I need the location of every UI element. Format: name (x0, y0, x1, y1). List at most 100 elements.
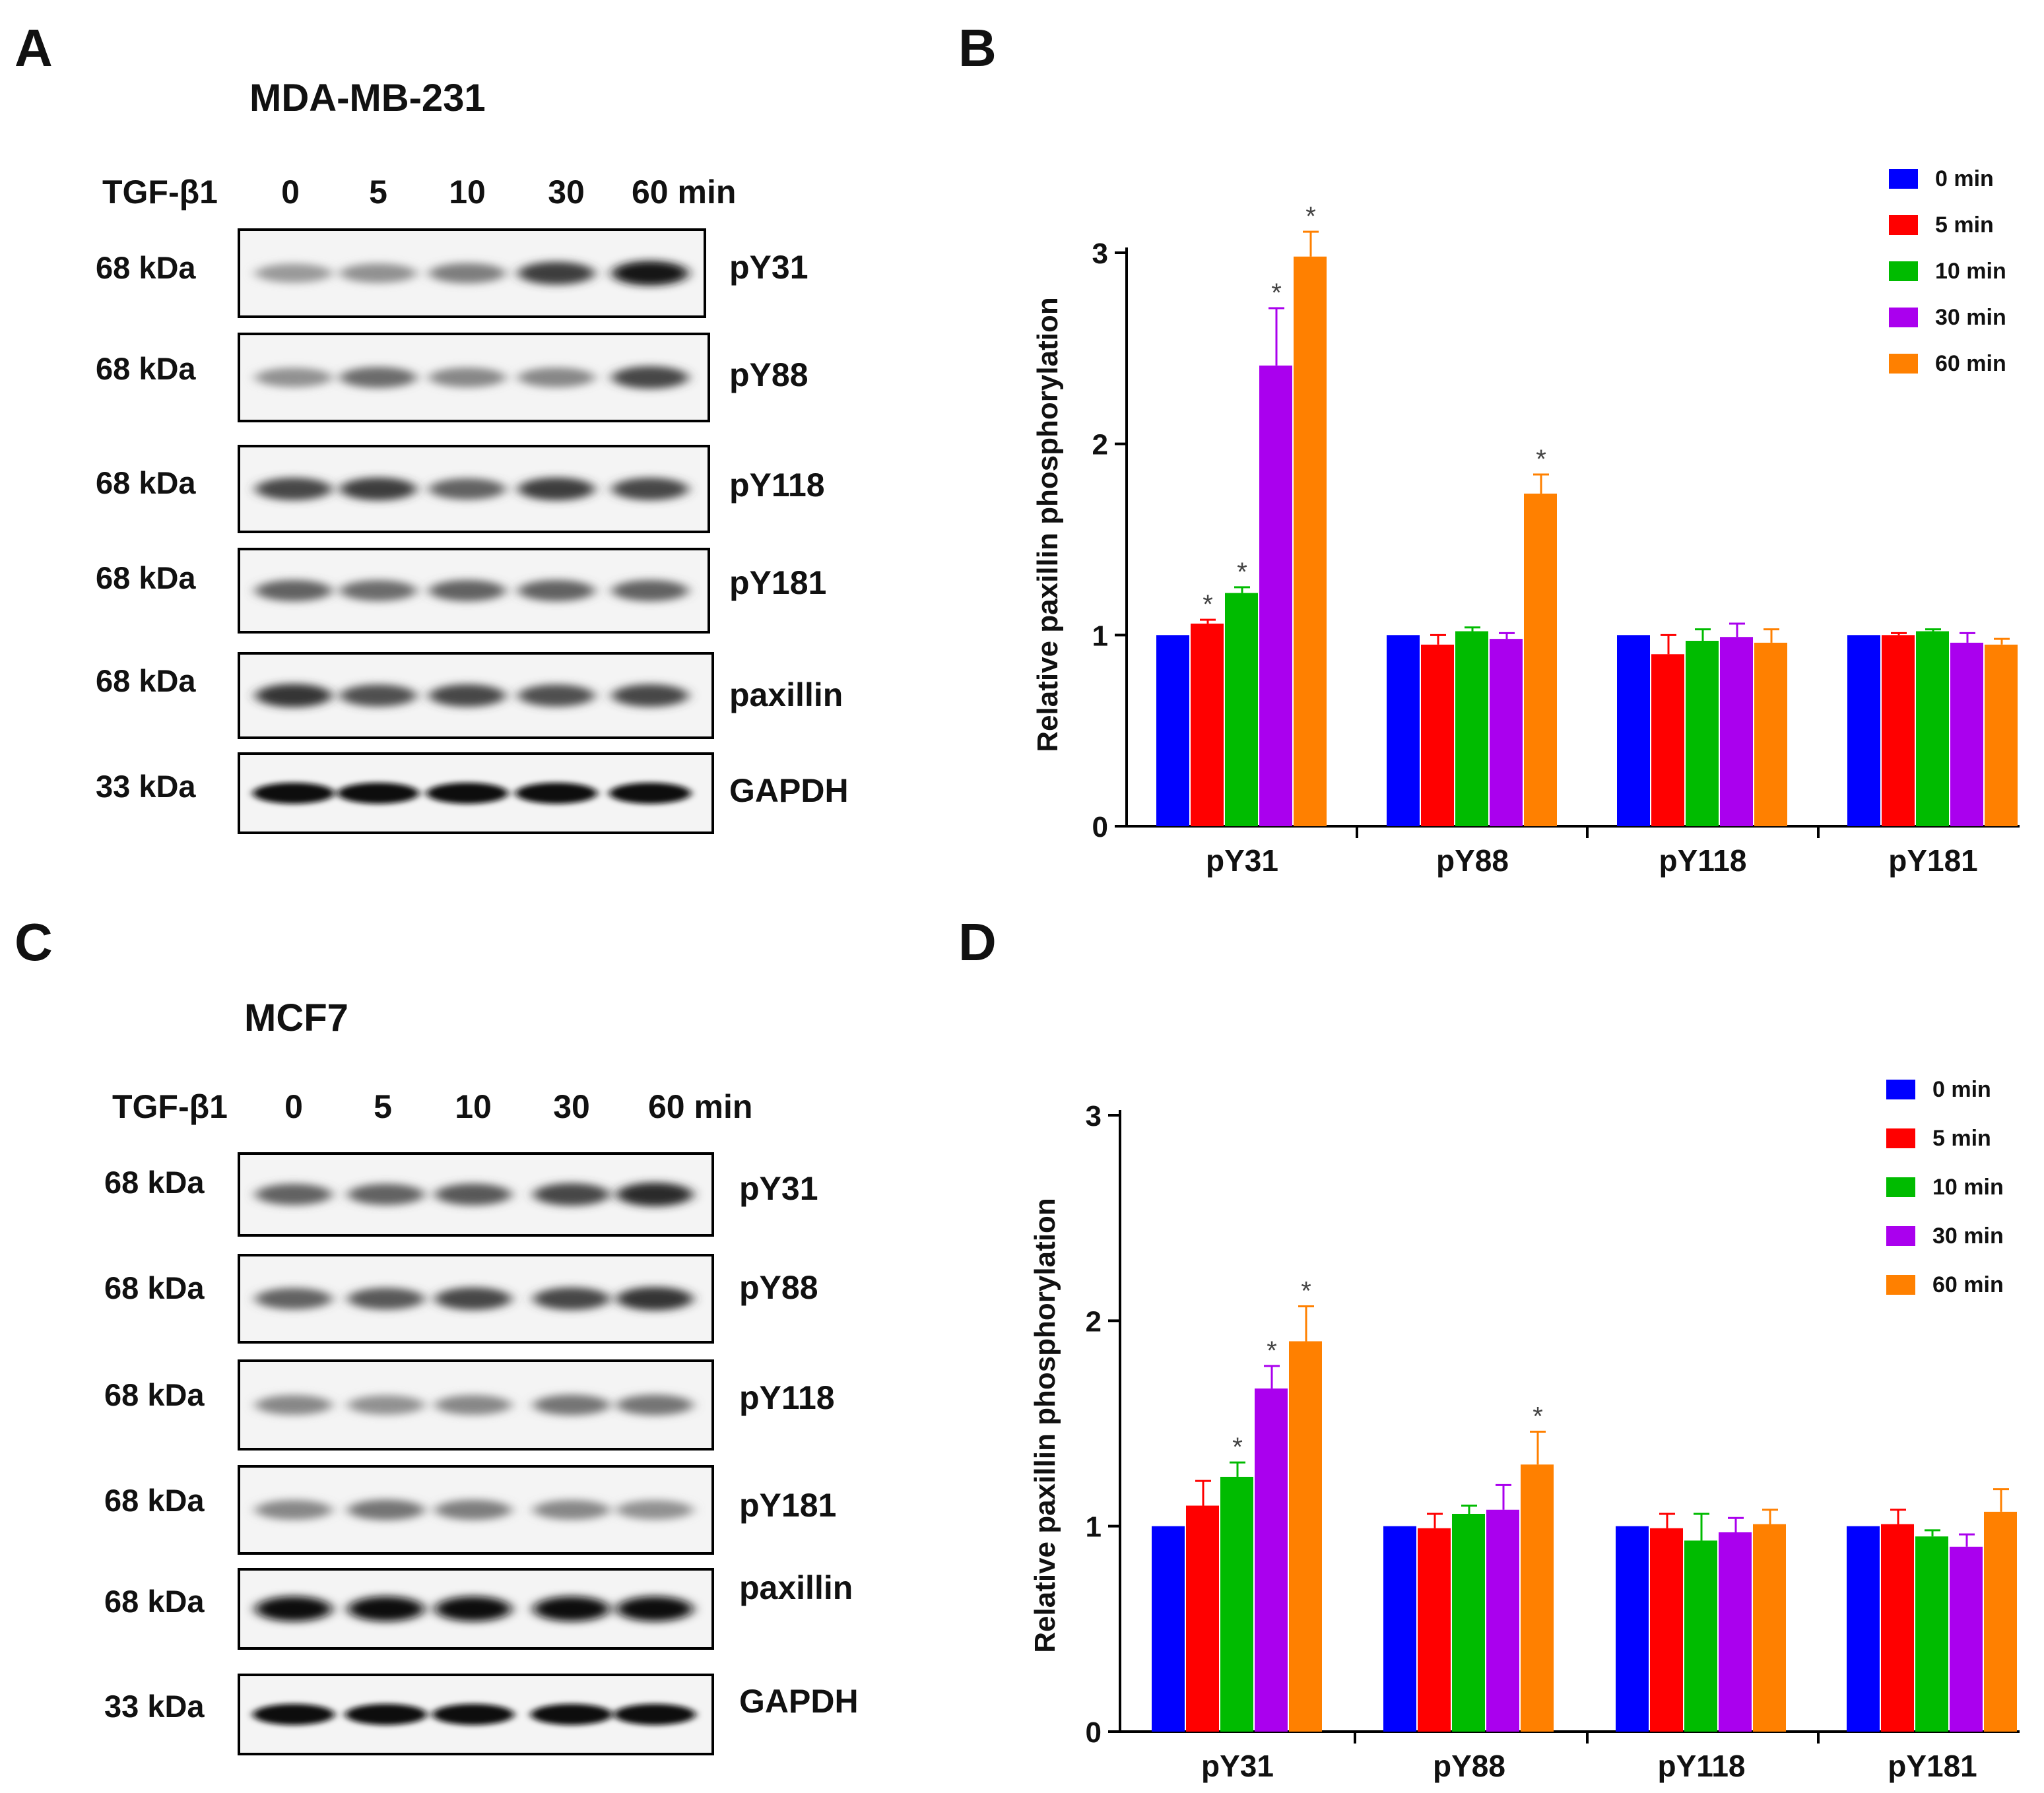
kda-label: 68 kDa (104, 1377, 205, 1412)
blot-band (255, 263, 332, 283)
blot-band (518, 477, 595, 501)
legend-swatch (1889, 215, 1918, 235)
legend-swatch (1886, 1275, 1915, 1295)
bar-pY118-60-min (1754, 642, 1787, 826)
blot-row-GAPDH (238, 752, 714, 834)
blot-row-pY118 (238, 1359, 714, 1451)
bar-pY31-60-min (1289, 1341, 1322, 1732)
blot-band (348, 1288, 424, 1310)
legend-label: 0 min (1932, 1077, 1991, 1102)
blot-row-paxillin (238, 652, 714, 739)
blot-band (533, 1596, 610, 1621)
blot-band (616, 1500, 693, 1520)
blot-row-label: pY31 (729, 249, 808, 286)
bar-pY88-5-min (1418, 1528, 1451, 1732)
bar-pY181-0-min (1847, 635, 1880, 826)
y-tick-label: 3 (1092, 238, 1108, 270)
blot-row-label: pY181 (729, 564, 826, 601)
cell-line-title: MDA-MB-231 (249, 77, 486, 119)
blot-band (435, 1499, 511, 1520)
panel-label-a: A (15, 18, 53, 77)
significance-star: * (1237, 558, 1247, 587)
bar-pY181-30-min (1950, 1546, 1983, 1732)
x-category-label: pY118 (1659, 843, 1747, 878)
bar-pY118-0-min (1617, 635, 1650, 826)
blot-band (616, 1287, 693, 1311)
treatment-label: TGF-β1 (102, 174, 218, 211)
bar-pY31-0-min (1156, 635, 1189, 826)
x-category-label: pY88 (1436, 843, 1509, 878)
blot-band (429, 367, 506, 388)
blot-band (348, 1395, 424, 1415)
blot-band (429, 263, 506, 284)
kda-label: 68 kDa (104, 1165, 205, 1200)
western-blot-mcf7: MCF7 TGF-β1 0 5 10 30 60 min 68 kDa 68 k… (104, 996, 859, 1755)
blot-band (531, 1704, 612, 1725)
blot-band (518, 684, 595, 707)
bar-pY181-30-min (1950, 642, 1983, 826)
blot-band (612, 477, 688, 501)
bar-pY31-60-min (1294, 256, 1327, 826)
kda-label: 68 kDa (104, 1270, 205, 1305)
treatment-label: TGF-β1 (112, 1088, 228, 1125)
chart-d-plot: 0 1 2 3 * * * pY31 * pY88 pY118 pY181 0 min 5 min 10 m… (1086, 1077, 2020, 1783)
bar-pY88-0-min (1383, 1526, 1416, 1732)
blot-band (348, 1499, 424, 1520)
blot-row-GAPDH (238, 1674, 714, 1755)
western-blot-mda-mb-231: MDA-MB-231 TGF-β1 0 5 10 30 60 min 68 kD… (96, 77, 849, 834)
blot-bands (238, 1152, 714, 1755)
bar-pY31-0-min (1152, 1526, 1185, 1732)
bar-pY181-5-min (1882, 635, 1915, 826)
bar-pY88-0-min (1387, 635, 1420, 826)
legend-label: 30 min (1932, 1223, 2004, 1249)
x-category-label: pY88 (1433, 1749, 1505, 1783)
blot-band (253, 783, 335, 804)
y-tick-label: 2 (1086, 1305, 1102, 1338)
legend-label: 60 min (1932, 1272, 2004, 1297)
blot-row-pY88 (238, 333, 710, 422)
blot-band (435, 1287, 511, 1311)
legend-swatch (1889, 354, 1918, 374)
legend-label: 5 min (1932, 1126, 1991, 1151)
blot-band (340, 477, 416, 501)
y-tick-label: 1 (1086, 1511, 1102, 1544)
legend-label: 30 min (1935, 305, 2006, 330)
kda-label: 68 kDa (104, 1584, 205, 1619)
blot-row-pY31 (238, 228, 706, 318)
blot-band (429, 478, 506, 500)
blot-band (429, 684, 506, 707)
lane-label: 0 (284, 1088, 303, 1125)
blot-band (435, 1394, 511, 1416)
bar-pY118-10-min (1684, 1540, 1717, 1732)
blot-band (255, 1183, 332, 1206)
blot-band (614, 1704, 696, 1725)
chart-b-plot: 0 1 2 3 * * * * pY31 * pY88 pY118 pY181 0 min 5 min 10 … (1092, 166, 2020, 878)
blot-row-label: pY88 (729, 356, 808, 393)
kda-label: 33 kDa (96, 769, 196, 804)
legend-label: 10 min (1935, 259, 2006, 284)
lane-label: 5 (374, 1088, 392, 1125)
blot-band (515, 783, 597, 804)
blot-row-pY88 (238, 1254, 714, 1344)
kda-label: 68 kDa (96, 250, 196, 285)
blot-band (255, 579, 332, 602)
significance-star: * (1232, 1433, 1243, 1462)
bar-pY88-10-min (1452, 1513, 1485, 1732)
blot-row-paxillin (238, 1568, 714, 1650)
panel-label-d: D (958, 913, 997, 971)
blot-band (616, 1394, 693, 1416)
blot-band (533, 1183, 610, 1206)
blot-band (348, 1596, 424, 1621)
panel-label-c: C (15, 913, 53, 971)
blot-band (340, 367, 416, 388)
bar-pY88-10-min (1455, 631, 1488, 826)
kda-label: 68 kDa (96, 465, 196, 500)
significance-star: * (1301, 1277, 1311, 1306)
bar-pY181-10-min (1916, 631, 1949, 826)
lane-label: 5 (369, 174, 387, 211)
blot-band (345, 1704, 427, 1725)
blot-row-pY181 (238, 548, 710, 634)
blot-row-label: GAPDH (739, 1683, 859, 1720)
blot-band (432, 1704, 514, 1725)
